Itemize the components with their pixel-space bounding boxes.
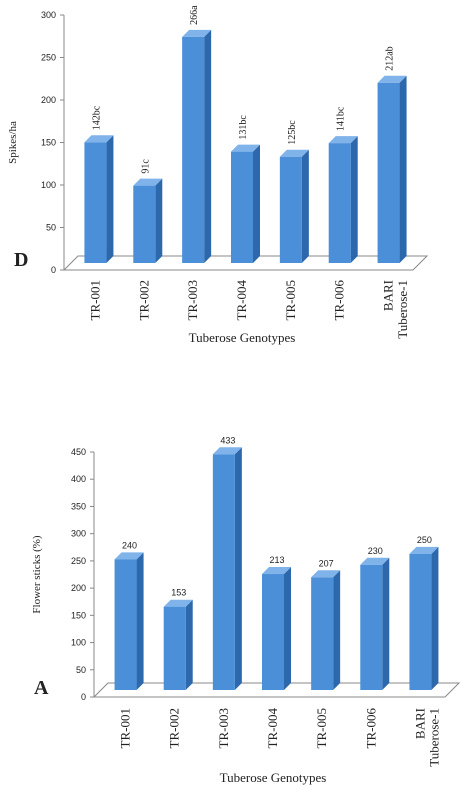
- y-tick-label: 250: [71, 556, 86, 566]
- x-tick-label: TR-005: [283, 280, 298, 320]
- bar-top: [328, 136, 358, 144]
- y-tick-label: 150: [41, 138, 56, 148]
- value-label: 433: [220, 435, 235, 445]
- bar-top: [377, 75, 407, 83]
- bar-side: [185, 599, 193, 690]
- y-tick-label: 100: [71, 638, 86, 648]
- value-label: 207: [319, 558, 334, 568]
- x-axis-label: Tuberose Genotypes: [189, 330, 296, 345]
- bar: [133, 185, 156, 263]
- bar-side: [301, 149, 309, 263]
- bar-side: [106, 135, 114, 263]
- bar-side: [399, 75, 407, 263]
- bar-top: [114, 552, 144, 560]
- bar-top: [182, 29, 212, 37]
- bar-side: [333, 570, 341, 690]
- y-tick-label: 250: [41, 53, 56, 63]
- value-label: 240: [122, 540, 137, 550]
- x-axis-label: Tuberose Genotypes: [220, 770, 327, 785]
- y-tick-label: 0: [81, 692, 86, 702]
- bar-top: [231, 144, 260, 152]
- y-tick-label: 300: [41, 10, 56, 20]
- y-tick-label: 300: [71, 529, 86, 539]
- panel-label: D: [14, 249, 28, 271]
- x-tick-label: BARITuberose-1: [412, 708, 441, 767]
- bar-top: [133, 178, 163, 186]
- value-label: 212ab: [385, 46, 396, 70]
- bar: [84, 142, 107, 263]
- panel-label: A: [34, 677, 49, 699]
- y-tick-label: 50: [46, 223, 56, 233]
- y-axis-label: Spikes/ha: [7, 121, 19, 164]
- x-tick-label: TR-001: [87, 280, 102, 320]
- bar-side: [382, 557, 390, 690]
- x-tick-label: TR-004: [265, 708, 280, 749]
- bar-side: [431, 546, 439, 690]
- floor: [62, 255, 429, 271]
- value-label: 131bc: [238, 115, 249, 140]
- value-label: 125bc: [287, 120, 298, 145]
- bar-side: [284, 567, 291, 690]
- bar-side: [204, 29, 212, 264]
- value-label: 213: [269, 555, 284, 565]
- bar-top: [212, 447, 242, 455]
- x-tick-label: BARITuberose-1: [381, 280, 410, 339]
- bar-side: [136, 552, 144, 690]
- y-tick-label: 150: [71, 610, 86, 620]
- y-tick-label: 350: [71, 501, 86, 511]
- bar-top: [163, 599, 193, 607]
- bar: [212, 454, 235, 690]
- bar-top: [279, 149, 309, 157]
- x-tick-label: TR-006: [363, 708, 378, 749]
- bar-top: [262, 567, 291, 575]
- bar: [409, 553, 432, 690]
- bar: [262, 574, 284, 690]
- bar: [311, 577, 334, 690]
- y-tick-label: 0: [51, 265, 56, 275]
- x-tick-label: TR-003: [185, 280, 200, 320]
- x-tick-label: TR-005: [314, 708, 329, 748]
- value-label: 91c: [140, 159, 151, 174]
- x-tick-label: TR-003: [216, 708, 231, 748]
- value-label: 250: [417, 535, 432, 545]
- y-tick-label: 50: [76, 665, 86, 675]
- bar: [114, 559, 137, 690]
- x-tick-label: TR-002: [136, 280, 151, 320]
- x-tick-label: TR-004: [234, 280, 249, 321]
- y-tick-label: 450: [71, 447, 86, 457]
- value-label: 230: [368, 546, 383, 556]
- y-tick-label: 100: [41, 180, 56, 190]
- bar-top: [84, 135, 114, 143]
- bar: [163, 606, 186, 690]
- value-label: 142bc: [91, 105, 102, 130]
- bar-side: [155, 178, 163, 263]
- bar: [182, 36, 205, 264]
- bar-top: [409, 546, 439, 554]
- bar: [377, 82, 400, 263]
- value-label: 266a: [189, 5, 200, 25]
- x-tick-label: TR-006: [332, 280, 347, 321]
- bar: [231, 151, 253, 263]
- y-tick-label: 400: [71, 474, 86, 484]
- y-tick-label: 200: [71, 583, 86, 593]
- value-label: 141bc: [336, 106, 347, 131]
- bar: [360, 564, 383, 690]
- floor: [92, 682, 461, 698]
- bar-top: [311, 570, 341, 578]
- bar-side: [253, 144, 260, 263]
- y-tick-label: 200: [41, 95, 56, 105]
- y-axis-label: Flower sticks (%): [31, 535, 43, 614]
- bar: [328, 143, 351, 263]
- bar-side: [350, 136, 358, 263]
- value-label: 153: [171, 588, 186, 598]
- bar-top: [360, 557, 390, 565]
- x-tick-label: TR-002: [167, 708, 182, 748]
- bar: [279, 156, 302, 263]
- bar-side: [234, 447, 242, 690]
- x-tick-label: TR-001: [118, 708, 133, 748]
